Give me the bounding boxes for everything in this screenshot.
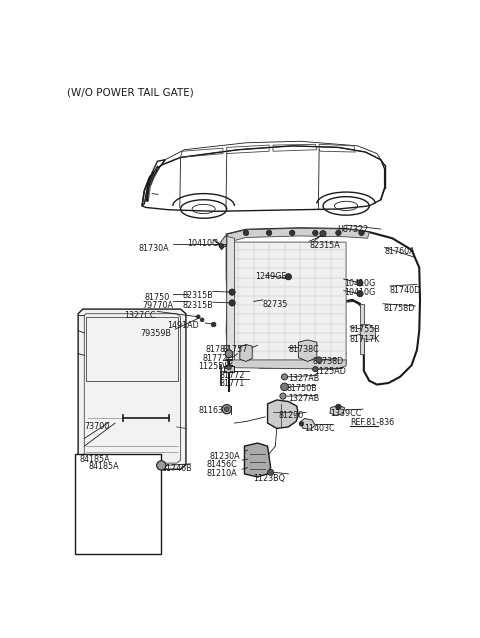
Polygon shape [227,228,369,242]
Circle shape [281,374,288,380]
Text: 81717K: 81717K [350,334,380,343]
Text: 81456C: 81456C [207,460,238,469]
Circle shape [285,274,291,280]
Circle shape [225,350,233,358]
Text: REF.81-836: REF.81-836 [350,419,394,427]
Text: 81210A: 81210A [207,470,237,478]
Text: 81163A: 81163A [198,406,229,415]
Circle shape [222,404,231,414]
Text: 81757: 81757 [223,345,248,354]
Text: 11403C: 11403C [304,424,335,433]
Polygon shape [78,309,186,470]
Text: 81772D: 81772D [203,353,234,363]
Text: 81758D: 81758D [383,304,414,313]
Circle shape [280,393,286,399]
Circle shape [219,244,224,248]
Polygon shape [360,325,375,340]
Text: 1327AB: 1327AB [288,374,320,383]
Text: 82315A: 82315A [309,241,340,250]
Text: 79770A: 79770A [142,301,173,311]
Circle shape [357,291,363,297]
Circle shape [266,230,272,235]
Circle shape [229,289,235,295]
Text: 81771: 81771 [219,379,244,388]
Text: 1327CC: 1327CC [124,311,156,320]
Text: 1327AB: 1327AB [288,394,320,403]
Text: 10410G: 10410G [344,279,375,288]
Text: 81738D: 81738D [313,357,344,366]
Circle shape [312,366,318,372]
Text: 81772: 81772 [219,371,244,380]
Polygon shape [300,419,315,429]
Polygon shape [330,405,345,415]
Circle shape [227,366,231,370]
Text: 82735: 82735 [263,300,288,309]
Text: 81738C: 81738C [288,345,319,354]
Bar [75,454,161,554]
Text: 84185A: 84185A [89,461,120,471]
Circle shape [225,407,229,412]
Polygon shape [219,236,227,250]
Text: 81760A: 81760A [384,248,415,256]
Polygon shape [244,443,271,477]
Circle shape [357,280,363,286]
Text: 10410G: 10410G [188,239,219,248]
Polygon shape [228,360,346,369]
Text: 81746B: 81746B [161,464,192,473]
Text: 81755B: 81755B [350,325,381,334]
Polygon shape [360,304,364,353]
Text: 1125DL: 1125DL [198,362,229,371]
Text: 1339CC: 1339CC [330,409,361,418]
Text: 81782: 81782 [206,345,231,354]
Polygon shape [227,234,234,364]
Polygon shape [299,340,317,362]
Text: 81730A: 81730A [138,244,169,253]
Text: 73700: 73700 [84,422,109,431]
Circle shape [243,230,249,235]
Polygon shape [267,400,299,429]
Circle shape [336,404,341,410]
Text: 10410G: 10410G [344,288,375,297]
Text: 1249GE: 1249GE [255,272,287,281]
Text: 81750B: 81750B [286,384,317,393]
Polygon shape [232,242,346,366]
Text: (W/O POWER TAIL GATE): (W/O POWER TAIL GATE) [67,87,194,98]
Polygon shape [146,166,160,202]
Text: 81750: 81750 [144,293,169,302]
Circle shape [289,230,295,235]
Circle shape [299,422,304,426]
Text: 84185A: 84185A [80,456,110,464]
Circle shape [156,461,166,470]
Circle shape [267,470,274,475]
Text: 1125AD: 1125AD [314,367,347,376]
Text: 79359B: 79359B [141,329,171,338]
Circle shape [229,300,235,306]
Circle shape [281,383,288,390]
Text: 1491AD: 1491AD [167,322,198,330]
Text: 81290: 81290 [278,411,303,420]
Circle shape [200,318,204,322]
Circle shape [196,315,200,319]
Text: 82315B: 82315B [182,301,213,311]
Polygon shape [240,345,252,362]
Circle shape [320,230,326,237]
Text: 1123BQ: 1123BQ [253,474,285,483]
Circle shape [359,230,364,235]
Circle shape [211,322,216,327]
Circle shape [336,230,341,235]
Bar [225,366,234,372]
Circle shape [312,230,318,235]
Text: 81740D: 81740D [390,286,421,295]
Circle shape [316,357,322,363]
Text: 82315B: 82315B [182,291,213,300]
Text: H87322: H87322 [337,225,368,234]
Text: 81230A: 81230A [209,452,240,461]
